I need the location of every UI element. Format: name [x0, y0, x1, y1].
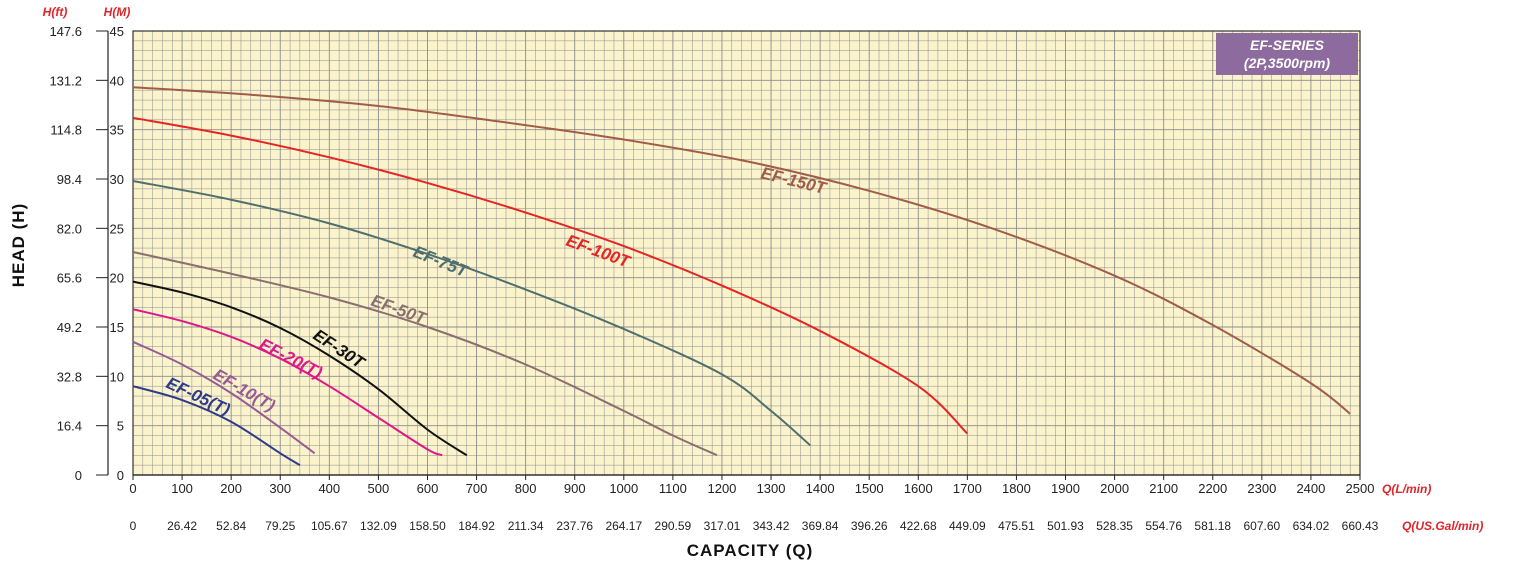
x-tick-label: 1900 [1051, 481, 1080, 496]
x2-tick-label: 449.09 [949, 519, 986, 533]
x2-tick-label: 26.42 [167, 519, 197, 533]
x2-tick-label: 264.17 [605, 519, 642, 533]
y-tick-label-m: 10 [110, 369, 124, 384]
x2-tick-label: 528.35 [1096, 519, 1133, 533]
x2-tick-label: 554.76 [1145, 519, 1182, 533]
chart-axes: 0 100 200 300 400 500 600 700 800 900 1000 1100 1200… [49, 24, 1378, 533]
y-tick-label-m: 30 [110, 172, 124, 187]
x-tick-label: 1700 [953, 481, 982, 496]
x-tick-label: 2300 [1247, 481, 1276, 496]
x-tick-label: 1300 [757, 481, 786, 496]
plot-area [133, 31, 1360, 475]
badge-title: EF-SERIES [1250, 37, 1325, 53]
x2-tick-label: 52.84 [216, 519, 246, 533]
y-tick-label-ft: 147.6 [49, 24, 82, 39]
x2-tick-label: 607.60 [1243, 519, 1280, 533]
x-tick-label: 1800 [1002, 481, 1031, 496]
unit-labels: H(ft) H(M) Q(L/min) Q(US.Gal/min) [43, 5, 1484, 533]
badge-subtitle: (2P,3500rpm) [1244, 55, 1330, 71]
y-tick-label-ft: 49.2 [57, 320, 82, 335]
x2-tick-label: 79.25 [265, 519, 295, 533]
y-tick-label-ft: 82.0 [57, 221, 82, 236]
y-tick-label-m: 0 [117, 468, 124, 483]
y-tick-label-ft: 16.4 [57, 419, 82, 434]
x2-tick-label: 396.26 [851, 519, 888, 533]
y-tick-label-m: 40 [110, 73, 124, 88]
x-tick-label: 700 [466, 481, 488, 496]
x-tick-label: 1500 [855, 481, 884, 496]
series-line-ef-75t [132, 179, 811, 447]
x-tick-label: 500 [368, 481, 390, 496]
x2-tick-label: 343.42 [753, 519, 790, 533]
series-line-ef-20-t [132, 308, 443, 457]
series-line-ef-150t [132, 86, 1351, 415]
x2-unit-label: Q(US.Gal/min) [1402, 519, 1483, 533]
y-axis-title: HEAD (H) [9, 203, 28, 288]
x2-tick-label: 105.67 [311, 519, 348, 533]
x-tick-label: 900 [564, 481, 586, 496]
series-badge: EF-SERIES (2P,3500rpm) [1216, 33, 1358, 75]
x2-tick-label: 422.68 [900, 519, 937, 533]
badge-background [1216, 33, 1358, 75]
x-tick-label: 800 [515, 481, 537, 496]
series-line-ef-10-t [132, 340, 316, 455]
x2-tick-label: 132.09 [360, 519, 397, 533]
y-tick-label-m: 20 [110, 271, 124, 286]
x-tick-label: 1200 [707, 481, 736, 496]
y-unit-m-label: H(M) [104, 5, 131, 19]
chart-series [132, 86, 1351, 466]
x-tick-label: 2500 [1346, 481, 1375, 496]
y-tick-label-m: 5 [117, 419, 124, 434]
y-tick-label-ft: 131.2 [49, 73, 82, 88]
x2-tick-label: 184.92 [458, 519, 495, 533]
x2-tick-label: 290.59 [655, 519, 692, 533]
x-tick-label: 1400 [806, 481, 835, 496]
y-tick-label-ft: 0 [75, 468, 82, 483]
x2-tick-label: 0 [130, 519, 137, 533]
x2-tick-label: 581.18 [1194, 519, 1231, 533]
y-tick-label-ft: 114.8 [50, 123, 82, 138]
x-tick-label: 1600 [904, 481, 933, 496]
x-tick-label: 0 [129, 481, 136, 496]
y-tick-label-m: 45 [110, 24, 124, 39]
x-tick-label: 300 [269, 481, 291, 496]
series-line-ef-30t [132, 280, 468, 457]
x-tick-label: 2000 [1100, 481, 1129, 496]
x-tick-label: 2200 [1198, 481, 1227, 496]
y-tick-label-ft: 98.4 [57, 172, 82, 187]
x-tick-label: 2100 [1149, 481, 1178, 496]
series-line-ef-100t [132, 116, 969, 435]
x2-tick-label: 634.02 [1293, 519, 1330, 533]
x-tick-label: 1000 [609, 481, 638, 496]
x2-tick-label: 158.50 [409, 519, 446, 533]
chart-grid [132, 30, 1361, 476]
y-tick-label-m: 15 [110, 320, 124, 335]
x2-tick-label: 211.34 [508, 519, 544, 533]
x-tick-label: 200 [220, 481, 242, 496]
x-tick-label: 100 [171, 481, 193, 496]
x2-tick-label: 501.93 [1047, 519, 1084, 533]
y-unit-ft-label: H(ft) [43, 5, 68, 19]
y-tick-label-ft: 65.6 [57, 271, 82, 286]
y-tick-label-m: 25 [110, 221, 124, 236]
y-tick-label-ft: 32.8 [57, 369, 82, 384]
series-line-ef-50t [132, 251, 718, 457]
x2-tick-label: 369.84 [802, 519, 839, 533]
x2-tick-label: 660.43 [1342, 519, 1379, 533]
x2-tick-label: 317.01 [704, 519, 741, 533]
x-axis-title: CAPACITY (Q) [687, 541, 814, 560]
y-tick-label-m: 35 [110, 123, 124, 138]
series-line-ef-05-t [132, 385, 301, 466]
x-unit-label: Q(L/min) [1382, 482, 1431, 496]
x-tick-label: 600 [417, 481, 439, 496]
x-tick-label: 400 [318, 481, 340, 496]
x-tick-label: 2400 [1296, 481, 1325, 496]
x-tick-label: 1100 [659, 481, 687, 496]
x2-tick-label: 475.51 [998, 519, 1035, 533]
x2-tick-label: 237.76 [556, 519, 593, 533]
